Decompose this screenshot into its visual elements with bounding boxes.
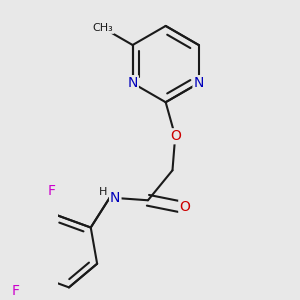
Text: O: O — [179, 200, 190, 214]
Text: CH₃: CH₃ — [93, 23, 113, 33]
Text: F: F — [12, 284, 20, 298]
Text: O: O — [170, 129, 181, 143]
Text: H: H — [99, 187, 107, 197]
Text: N: N — [110, 190, 121, 205]
Text: N: N — [128, 76, 138, 90]
Text: F: F — [48, 184, 56, 198]
Text: N: N — [194, 76, 204, 90]
